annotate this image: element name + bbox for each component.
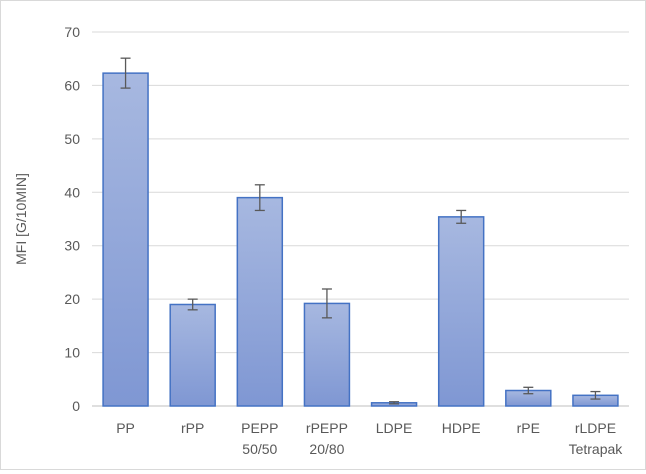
x-tick-label: PP bbox=[116, 420, 135, 436]
error-bar bbox=[523, 386, 534, 395]
bar bbox=[303, 302, 351, 407]
y-axis-label: MFI [G/10MIN] bbox=[13, 173, 29, 265]
bar bbox=[102, 72, 149, 407]
y-tick-label: 20 bbox=[64, 291, 80, 307]
error-bars bbox=[120, 57, 601, 405]
error-bar bbox=[321, 288, 332, 319]
x-tick-label: rPP bbox=[181, 420, 204, 436]
x-axis-ticks: PP rPP PEPP 50/50 rPEPP 20/80 LDPE HDPE rPE rLDPE… bbox=[116, 420, 623, 457]
y-tick-label: 40 bbox=[64, 184, 80, 200]
error-bar bbox=[590, 390, 601, 400]
y-tick-label: 10 bbox=[64, 345, 80, 361]
y-tick-label: 70 bbox=[64, 24, 80, 40]
bar bbox=[169, 303, 216, 407]
y-tick-label: 60 bbox=[64, 77, 80, 93]
bar bbox=[437, 216, 485, 407]
error-bar bbox=[120, 57, 131, 89]
y-axis-ticks: 0 10 20 30 40 50 60 70 bbox=[64, 24, 80, 414]
y-tick-label: 0 bbox=[72, 398, 80, 414]
x-tick-label: rPEPP 20/80 bbox=[306, 420, 348, 457]
y-tick-label: 50 bbox=[64, 131, 80, 147]
bar bbox=[236, 196, 284, 407]
x-tick-label: rLDPE Tetrapak bbox=[569, 420, 624, 457]
x-tick-label: LDPE bbox=[376, 420, 413, 436]
error-bar bbox=[456, 209, 467, 224]
error-bar bbox=[187, 298, 198, 311]
x-tick-label: PEPP 50/50 bbox=[241, 420, 278, 457]
bars bbox=[102, 72, 619, 407]
x-tick-label: rPE bbox=[517, 420, 540, 436]
x-tick-label: HDPE bbox=[442, 420, 481, 436]
y-tick-label: 30 bbox=[64, 238, 80, 254]
error-bar bbox=[389, 401, 400, 405]
error-bar bbox=[254, 184, 265, 212]
